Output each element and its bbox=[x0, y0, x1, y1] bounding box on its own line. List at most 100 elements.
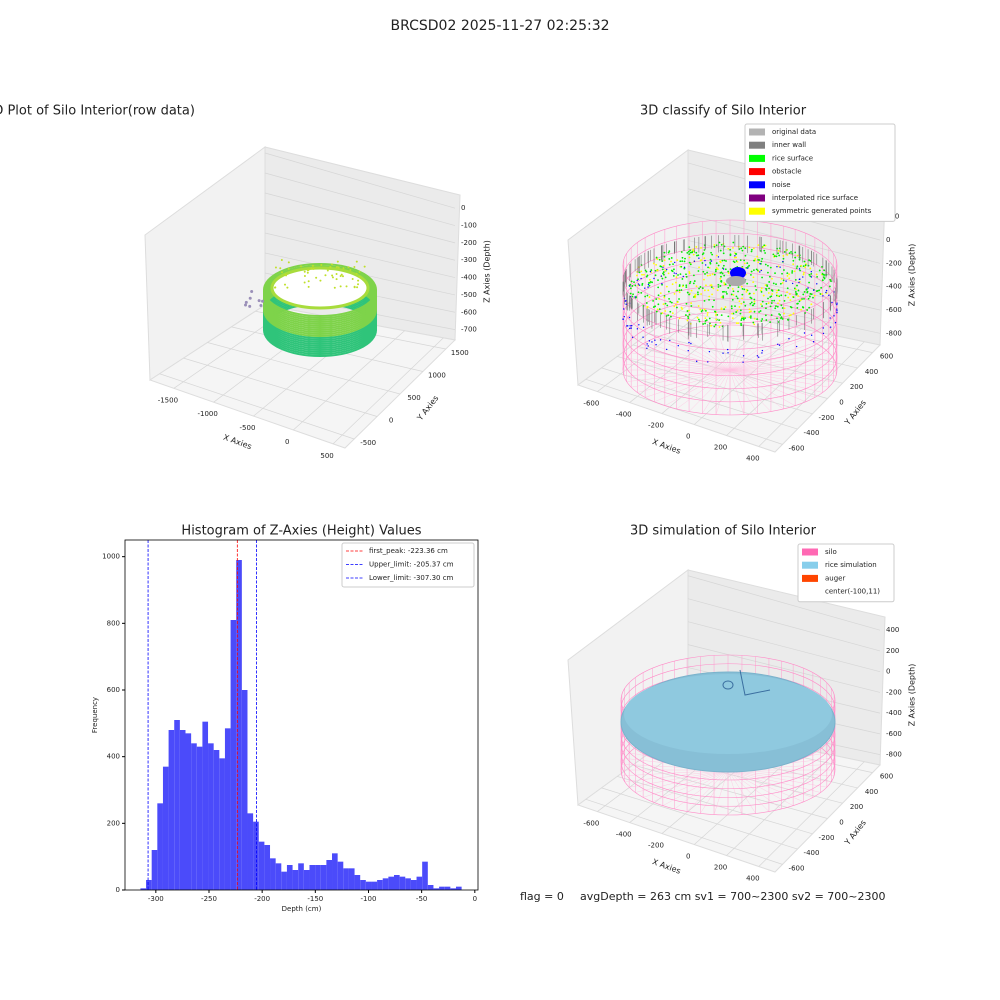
point-cloud bbox=[274, 266, 277, 269]
silo-wire bbox=[727, 769, 832, 782]
point-cloud bbox=[755, 268, 758, 271]
y-tick-label: 0 bbox=[389, 417, 393, 425]
point-cloud bbox=[714, 310, 717, 313]
point-cloud bbox=[694, 296, 696, 299]
point-cloud bbox=[347, 266, 350, 269]
grid-line bbox=[264, 232, 456, 278]
point-cloud bbox=[760, 287, 763, 290]
point-cloud bbox=[765, 319, 768, 321]
y-tick-label: 200 bbox=[850, 803, 863, 811]
point-cloud bbox=[805, 288, 808, 291]
point-cloud bbox=[657, 286, 660, 289]
legend-label: noise bbox=[772, 181, 791, 189]
point-cloud bbox=[778, 313, 780, 315]
point-cloud bbox=[781, 272, 783, 275]
point-cloud bbox=[335, 273, 338, 276]
point-cloud bbox=[688, 256, 691, 259]
y-tick-label: -600 bbox=[789, 444, 805, 452]
point-cloud bbox=[829, 317, 831, 319]
point-cloud bbox=[688, 261, 691, 264]
bar bbox=[213, 750, 220, 890]
point-cloud bbox=[767, 292, 770, 294]
point-cloud bbox=[720, 275, 722, 278]
point-cloud bbox=[331, 274, 334, 277]
bar bbox=[264, 845, 271, 890]
bar bbox=[343, 868, 349, 890]
point-cloud bbox=[752, 281, 755, 284]
point-cloud bbox=[300, 265, 303, 268]
point-cloud bbox=[692, 282, 695, 285]
point-cloud bbox=[678, 317, 681, 320]
y-tick-label: 0 bbox=[116, 886, 120, 894]
x-tick-label: -500 bbox=[240, 424, 256, 432]
y-tick-label: 0 bbox=[839, 819, 843, 827]
point-cloud bbox=[744, 254, 747, 257]
point-cloud bbox=[807, 297, 810, 300]
point-cloud bbox=[699, 286, 702, 288]
point-cloud bbox=[312, 267, 315, 270]
point-cloud bbox=[790, 306, 793, 309]
point-cloud bbox=[665, 348, 668, 351]
point-cloud bbox=[830, 280, 832, 283]
point-cloud bbox=[687, 315, 689, 318]
point-cloud bbox=[647, 286, 649, 288]
point-cloud bbox=[706, 311, 709, 314]
point-cloud bbox=[622, 318, 624, 320]
point-cloud bbox=[748, 308, 751, 311]
z-tick-label: -500 bbox=[461, 291, 477, 299]
x-tick-label: -100 bbox=[361, 895, 377, 903]
point-cloud bbox=[704, 317, 707, 319]
point-cloud bbox=[722, 352, 724, 354]
point-cloud bbox=[703, 289, 706, 292]
point-cloud bbox=[688, 271, 691, 273]
point-cloud bbox=[340, 273, 343, 276]
point-cloud bbox=[664, 310, 667, 312]
point-cloud bbox=[798, 300, 801, 303]
y-tick-label: 200 bbox=[107, 819, 120, 827]
point-cloud bbox=[788, 273, 791, 276]
point-cloud bbox=[806, 291, 809, 294]
point-cloud bbox=[700, 293, 702, 295]
point-cloud bbox=[796, 254, 799, 257]
point-cloud bbox=[771, 277, 773, 280]
point-cloud bbox=[636, 328, 639, 330]
point-cloud bbox=[319, 279, 322, 282]
point-cloud bbox=[658, 258, 661, 261]
point-cloud bbox=[657, 294, 660, 297]
point-cloud bbox=[645, 270, 648, 273]
point-cloud bbox=[687, 317, 690, 320]
point-cloud bbox=[781, 307, 784, 309]
silo-wire bbox=[729, 369, 837, 377]
point-cloud bbox=[761, 276, 764, 279]
x-tick-label: 200 bbox=[714, 864, 727, 872]
point-cloud bbox=[767, 302, 770, 305]
y-tick-label: -600 bbox=[789, 864, 805, 872]
legend-box bbox=[341, 542, 475, 588]
point-cloud bbox=[761, 300, 764, 303]
point-cloud bbox=[662, 266, 664, 268]
point-cloud bbox=[656, 269, 659, 272]
point-cloud bbox=[766, 285, 769, 287]
legend-patch bbox=[749, 141, 765, 149]
point-cloud bbox=[727, 272, 730, 275]
point-cloud bbox=[816, 275, 819, 278]
point-cloud bbox=[655, 298, 658, 300]
bar bbox=[337, 861, 344, 890]
point-cloud bbox=[640, 277, 642, 280]
point-cloud bbox=[798, 281, 800, 284]
point-cloud bbox=[644, 287, 646, 289]
point-cloud bbox=[353, 266, 356, 269]
silo-wire bbox=[645, 342, 731, 371]
point-cloud bbox=[697, 293, 699, 296]
point-cloud bbox=[797, 302, 799, 305]
point-cloud bbox=[244, 300, 248, 304]
point-cloud bbox=[629, 285, 631, 287]
point-cloud bbox=[659, 339, 662, 341]
point-cloud bbox=[629, 283, 632, 286]
point-cloud bbox=[774, 307, 777, 310]
grid-line bbox=[687, 621, 881, 673]
point-cloud bbox=[668, 250, 671, 252]
point-cloud bbox=[713, 245, 716, 248]
point-cloud bbox=[781, 318, 784, 320]
x-tick-label: -200 bbox=[254, 895, 270, 903]
